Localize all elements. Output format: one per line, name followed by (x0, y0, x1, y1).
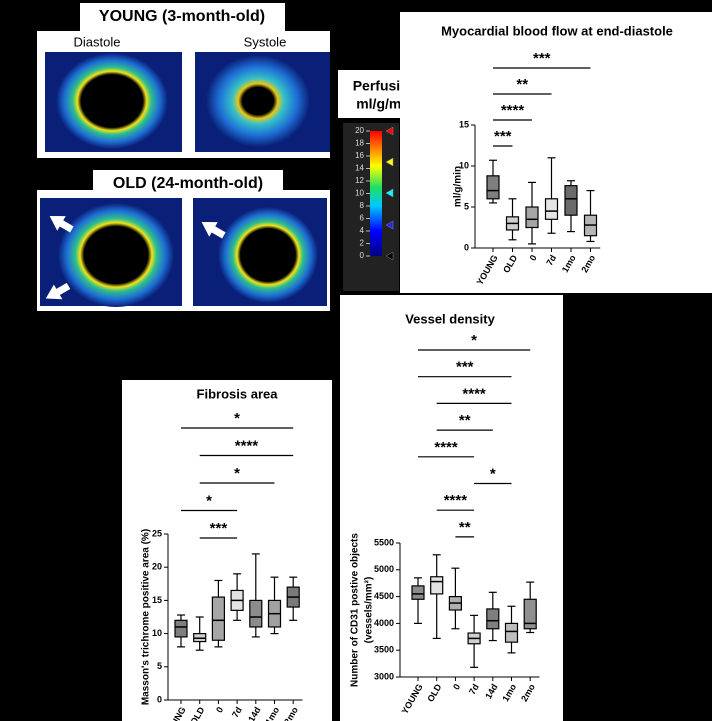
y-axis-label: (vessels/mm²) (364, 577, 375, 644)
significance-label: **** (235, 437, 259, 454)
significance-label: **** (434, 439, 458, 456)
chart-title: Myocardial blood flow at end-diastole (441, 23, 673, 38)
chart-title: Fibrosis area (197, 386, 279, 401)
significance-label: *** (494, 128, 512, 145)
colorbar-marker (385, 126, 394, 136)
heart-signal (58, 203, 174, 307)
box (249, 599, 263, 628)
y-tick-label: 3500 (374, 645, 394, 655)
heart-signal (206, 55, 310, 147)
significance-label: *** (533, 50, 551, 67)
chart-panel (400, 12, 712, 293)
significance-label: * (490, 465, 496, 482)
colorbar-tick-label: 2 (360, 239, 365, 248)
colorbar-tick-label: 20 (355, 126, 364, 135)
box (544, 198, 559, 220)
colorbar-marker (385, 251, 394, 261)
x-tick-label: 0 (528, 253, 539, 262)
y-tick-label: 5000 (374, 564, 394, 574)
box (411, 585, 425, 600)
significance-label: *** (210, 520, 228, 537)
box (486, 608, 500, 630)
arrow (201, 222, 226, 239)
y-tick-label: 15 (152, 595, 162, 605)
colorbar-tick-label: 6 (360, 214, 365, 223)
box (523, 598, 537, 630)
image-label: Diastole (74, 34, 121, 49)
chart-title: Vessel density (405, 311, 495, 326)
significance-label: **** (462, 385, 486, 402)
colorbar-tick-label: 12 (355, 176, 364, 185)
significance-label: ** (516, 76, 528, 93)
colorbar-unit: ml/g/min (356, 96, 414, 112)
significance-label: * (471, 332, 477, 349)
y-tick-label: 5 (464, 201, 469, 211)
y-tick-label: 0 (157, 694, 162, 704)
colorbar-tick-label: 10 (355, 189, 364, 198)
y-tick-label: 0 (464, 242, 469, 252)
y-tick-label: 4500 (374, 591, 394, 601)
arrow (49, 216, 74, 233)
panel-title-box (93, 170, 283, 198)
y-tick-label: 25 (152, 528, 162, 538)
y-axis-label: Number of CD31 postive objects (350, 533, 361, 687)
heart-signal (218, 207, 318, 303)
colorbar (370, 131, 382, 256)
colorbar-marker (385, 220, 394, 230)
box (174, 619, 188, 638)
significance-label: *** (456, 359, 474, 376)
y-tick-label: 15 (459, 119, 469, 129)
significance-label: * (234, 410, 240, 427)
significance-label: * (206, 492, 212, 509)
box (211, 596, 225, 641)
x-tick-label: 7d (467, 682, 481, 696)
panel-title: YOUNG (3-month-old) (99, 8, 265, 25)
panel-title: OLD (24-month-old) (113, 175, 263, 192)
colorbar-tick-label: 8 (360, 201, 365, 210)
x-tick-label: 7d (544, 253, 558, 267)
significance-label: ** (459, 519, 471, 536)
x-tick-label: 0 (451, 682, 462, 691)
y-tick-label: 3000 (374, 671, 394, 681)
colorbar-tick-label: 18 (355, 139, 364, 148)
colorbar-marker (385, 188, 394, 198)
colorbar-marker (385, 157, 394, 167)
colorbar-tick-label: 0 (360, 251, 365, 260)
box (564, 185, 578, 216)
x-tick-label: 7d (230, 705, 244, 719)
panel-title-box (80, 3, 285, 31)
significance-label: ** (459, 412, 471, 429)
y-axis-label: ml/g/min (453, 166, 464, 207)
box (504, 622, 519, 643)
heart-signal (56, 53, 168, 149)
image-label: Systole (244, 34, 287, 49)
box (525, 206, 539, 229)
chart-panel (122, 380, 332, 721)
y-tick-label: 5500 (374, 537, 394, 547)
y-tick-label: 5 (157, 661, 162, 671)
box (486, 175, 500, 200)
colorbar-tick-label: 4 (360, 226, 365, 235)
chart-panel (340, 295, 563, 721)
significance-label: * (234, 465, 240, 482)
significance-label: **** (501, 102, 525, 119)
x-tick-label: 0 (214, 705, 225, 714)
colorbar-tick-label: 14 (355, 164, 364, 173)
y-tick-label: 10 (152, 628, 162, 638)
significance-label: **** (444, 492, 468, 509)
arrow (45, 282, 71, 300)
y-axis-label: Masson's trichrome positive area (%) (141, 529, 152, 705)
y-tick-label: 20 (152, 562, 162, 572)
box (430, 576, 444, 595)
colorbar-tick-label: 16 (355, 151, 364, 160)
y-tick-label: 10 (459, 160, 469, 170)
y-tick-label: 4000 (374, 618, 394, 628)
